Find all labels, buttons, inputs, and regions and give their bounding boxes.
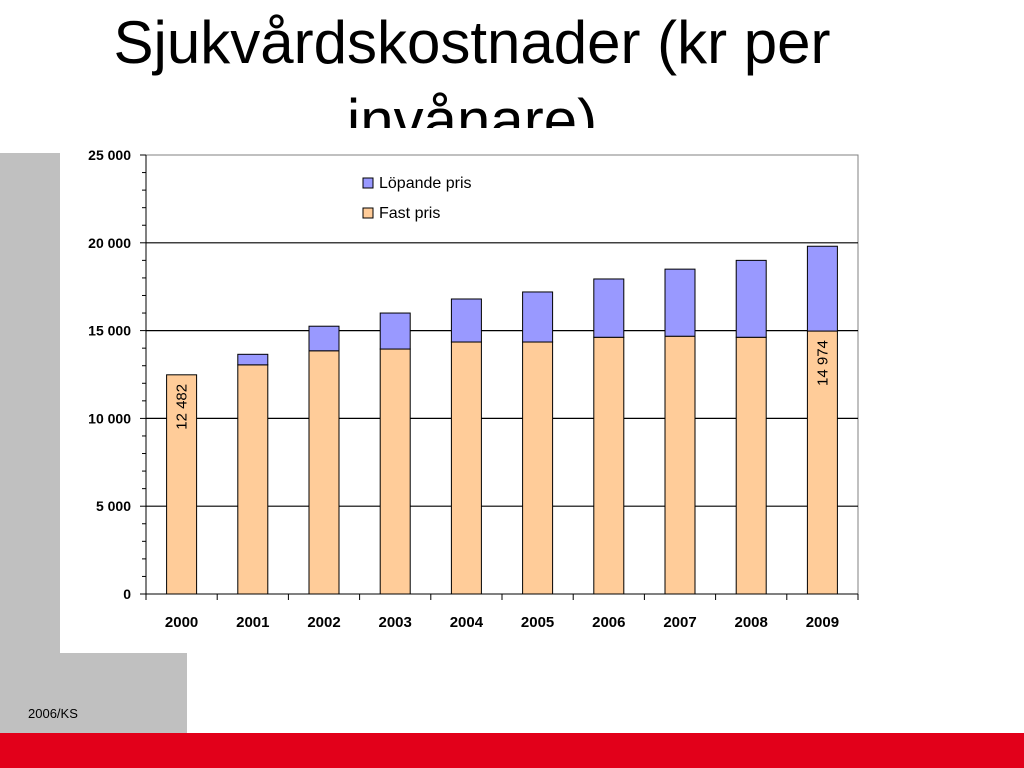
bar-fast-pris-2003 <box>379 348 411 595</box>
x-tick-label: 2007 <box>663 614 696 631</box>
bar-lopande-pris-2005 <box>522 291 554 343</box>
bar-fast-pris-2001 <box>237 364 269 595</box>
slide-title: Sjukvårdskostnader (kr per invånare) <box>113 9 831 128</box>
x-tick-label: 2008 <box>735 614 768 631</box>
x-tick-label: 2000 <box>165 614 198 631</box>
y-tick-label: 0 <box>123 586 131 602</box>
bar-fast-pris-2006 <box>593 336 625 595</box>
x-tick-label: 2006 <box>592 614 625 631</box>
side-decoration-upper <box>0 153 60 653</box>
bar-lopande-pris-2001 <box>237 353 269 366</box>
bar-lopande-pris-2009 <box>806 245 838 332</box>
side-decoration-lower <box>0 653 187 733</box>
x-tick-label: 2002 <box>307 614 340 631</box>
bar-lopande-pris-2004 <box>450 298 482 343</box>
x-tick-label: 2009 <box>806 614 839 631</box>
bar-fast-pris-2000 <box>166 374 198 595</box>
y-tick-label: 5 000 <box>96 498 131 514</box>
bar-lopande-pris-2003 <box>379 312 411 350</box>
bar-fast-pris-2002 <box>308 350 340 595</box>
bar-lopande-pris-2002 <box>308 325 340 352</box>
x-tick-label: 2004 <box>450 614 484 631</box>
x-tick-label: 2001 <box>236 614 269 631</box>
data-label-2000: 12 482 <box>174 384 191 430</box>
bar-fast-pris-2008 <box>735 336 767 595</box>
y-tick-label: 10 000 <box>88 410 131 426</box>
footer-red-band <box>0 733 1024 768</box>
data-label-2009: 14 974 <box>814 340 831 386</box>
bar-fast-pris-2009 <box>806 330 838 595</box>
bar-lopande-pris-2006 <box>593 278 625 338</box>
legend-label-fast-pris: Fast pris <box>379 205 440 222</box>
bar-fast-pris-2005 <box>522 341 554 595</box>
y-tick-label: 20 000 <box>88 235 131 251</box>
bar-fast-pris-2004 <box>450 341 482 595</box>
legend-swatch-lopande-pris <box>362 177 374 189</box>
x-tick-label: 2005 <box>521 614 554 631</box>
bar-fast-pris-2007 <box>664 335 696 595</box>
bar-lopande-pris-2008 <box>735 259 767 338</box>
legend-label-lopande-pris: Löpande pris <box>379 175 472 192</box>
x-tick-label: 2003 <box>379 614 412 631</box>
footer-code: 2006/KS <box>28 706 78 721</box>
title-area: Sjukvårdskostnader (kr per invånare) <box>0 0 1024 128</box>
bar-lopande-pris-2007 <box>664 268 696 337</box>
y-tick-label: 15 000 <box>88 323 131 339</box>
y-tick-label: 25 000 <box>88 147 131 163</box>
legend-swatch-fast-pris <box>362 207 374 219</box>
